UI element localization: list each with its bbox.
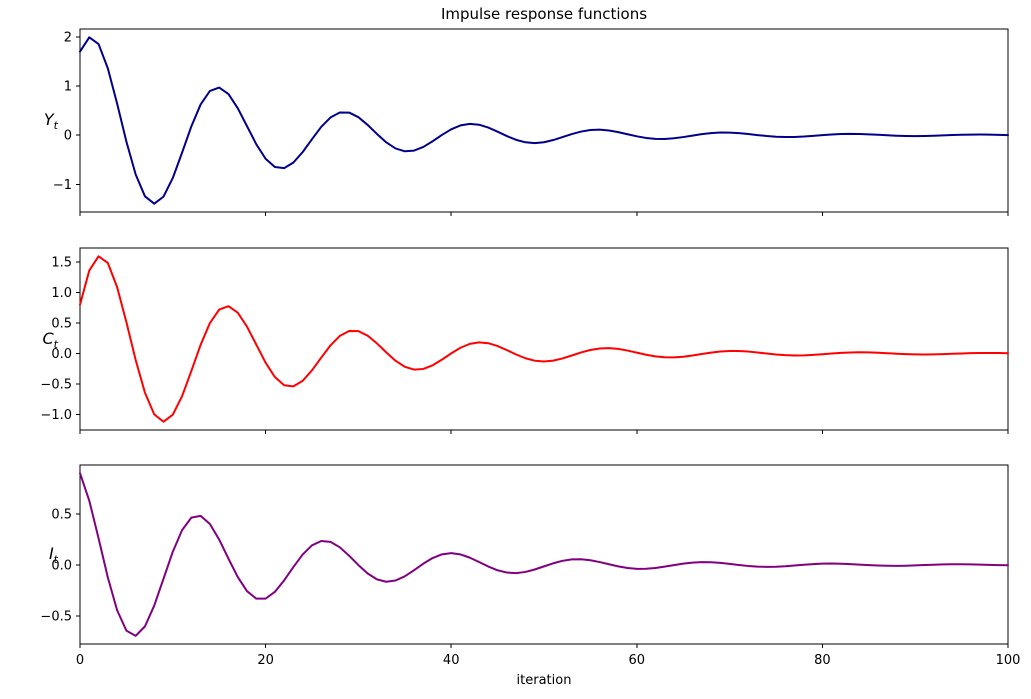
y-tick-label-Ct: −1.0 bbox=[40, 408, 72, 423]
chart-title: Impulse response functions bbox=[440, 5, 648, 23]
axes-frame-Yt bbox=[79, 28, 1009, 213]
x-tick-label: 80 bbox=[814, 653, 831, 668]
y-tick-label-It: 0.0 bbox=[51, 558, 72, 573]
x-tick-label: 60 bbox=[629, 653, 646, 668]
y-tick-label-It: 0.5 bbox=[51, 507, 72, 522]
ylabel-Ct: Ct bbox=[0, 327, 59, 357]
y-tick-label-Ct: −0.5 bbox=[40, 378, 72, 393]
ylabel-It-sub: t bbox=[53, 553, 58, 567]
axes-frame-Ct bbox=[79, 247, 1009, 431]
y-tick-label-Yt: 2 bbox=[64, 30, 72, 45]
x-tick-label: 20 bbox=[257, 653, 274, 668]
subplot-It: −0.5 0.0 0.5 0 20 40 60 80 100 bbox=[40, 464, 1021, 668]
ylabel-Yt: Yt bbox=[0, 108, 58, 138]
Yt-line bbox=[79, 36, 1009, 205]
y-tick-label-Ct: 1.0 bbox=[51, 286, 72, 301]
axes-frame-It bbox=[79, 464, 1009, 645]
y-tick-label-Ct: 1.5 bbox=[51, 255, 72, 270]
ylabel-It-base: I bbox=[48, 544, 54, 563]
ylabel-Ct-sub: t bbox=[53, 338, 58, 352]
subplot-Ct: −1.0 −0.5 0.0 0.5 1.0 1.5 bbox=[40, 247, 1009, 434]
y-tick-label-It: −0.5 bbox=[40, 609, 72, 624]
x-tick-label: 0 bbox=[76, 653, 84, 668]
x-tick-label: 40 bbox=[443, 653, 460, 668]
Ct-line bbox=[79, 255, 1009, 423]
y-tick-label-Ct: 0.5 bbox=[51, 317, 72, 332]
y-tick-label-Yt: 0 bbox=[64, 129, 72, 144]
y-tick-label-Yt: −1 bbox=[53, 178, 72, 193]
ylabel-Yt-base: Y bbox=[43, 110, 54, 129]
x-tick-label: 100 bbox=[996, 653, 1021, 668]
ylabel-Yt-sub: t bbox=[53, 119, 58, 133]
y-tick-label-Yt: 1 bbox=[64, 80, 72, 95]
x-axis-label: iteration bbox=[516, 673, 572, 688]
subplot-Yt: −1 0 1 2 bbox=[53, 28, 1009, 216]
ylabel-Ct-base: C bbox=[42, 329, 54, 348]
ylabel-It: It bbox=[0, 542, 58, 572]
y-tick-label-Ct: 0.0 bbox=[51, 347, 72, 362]
It-line bbox=[79, 472, 1009, 637]
